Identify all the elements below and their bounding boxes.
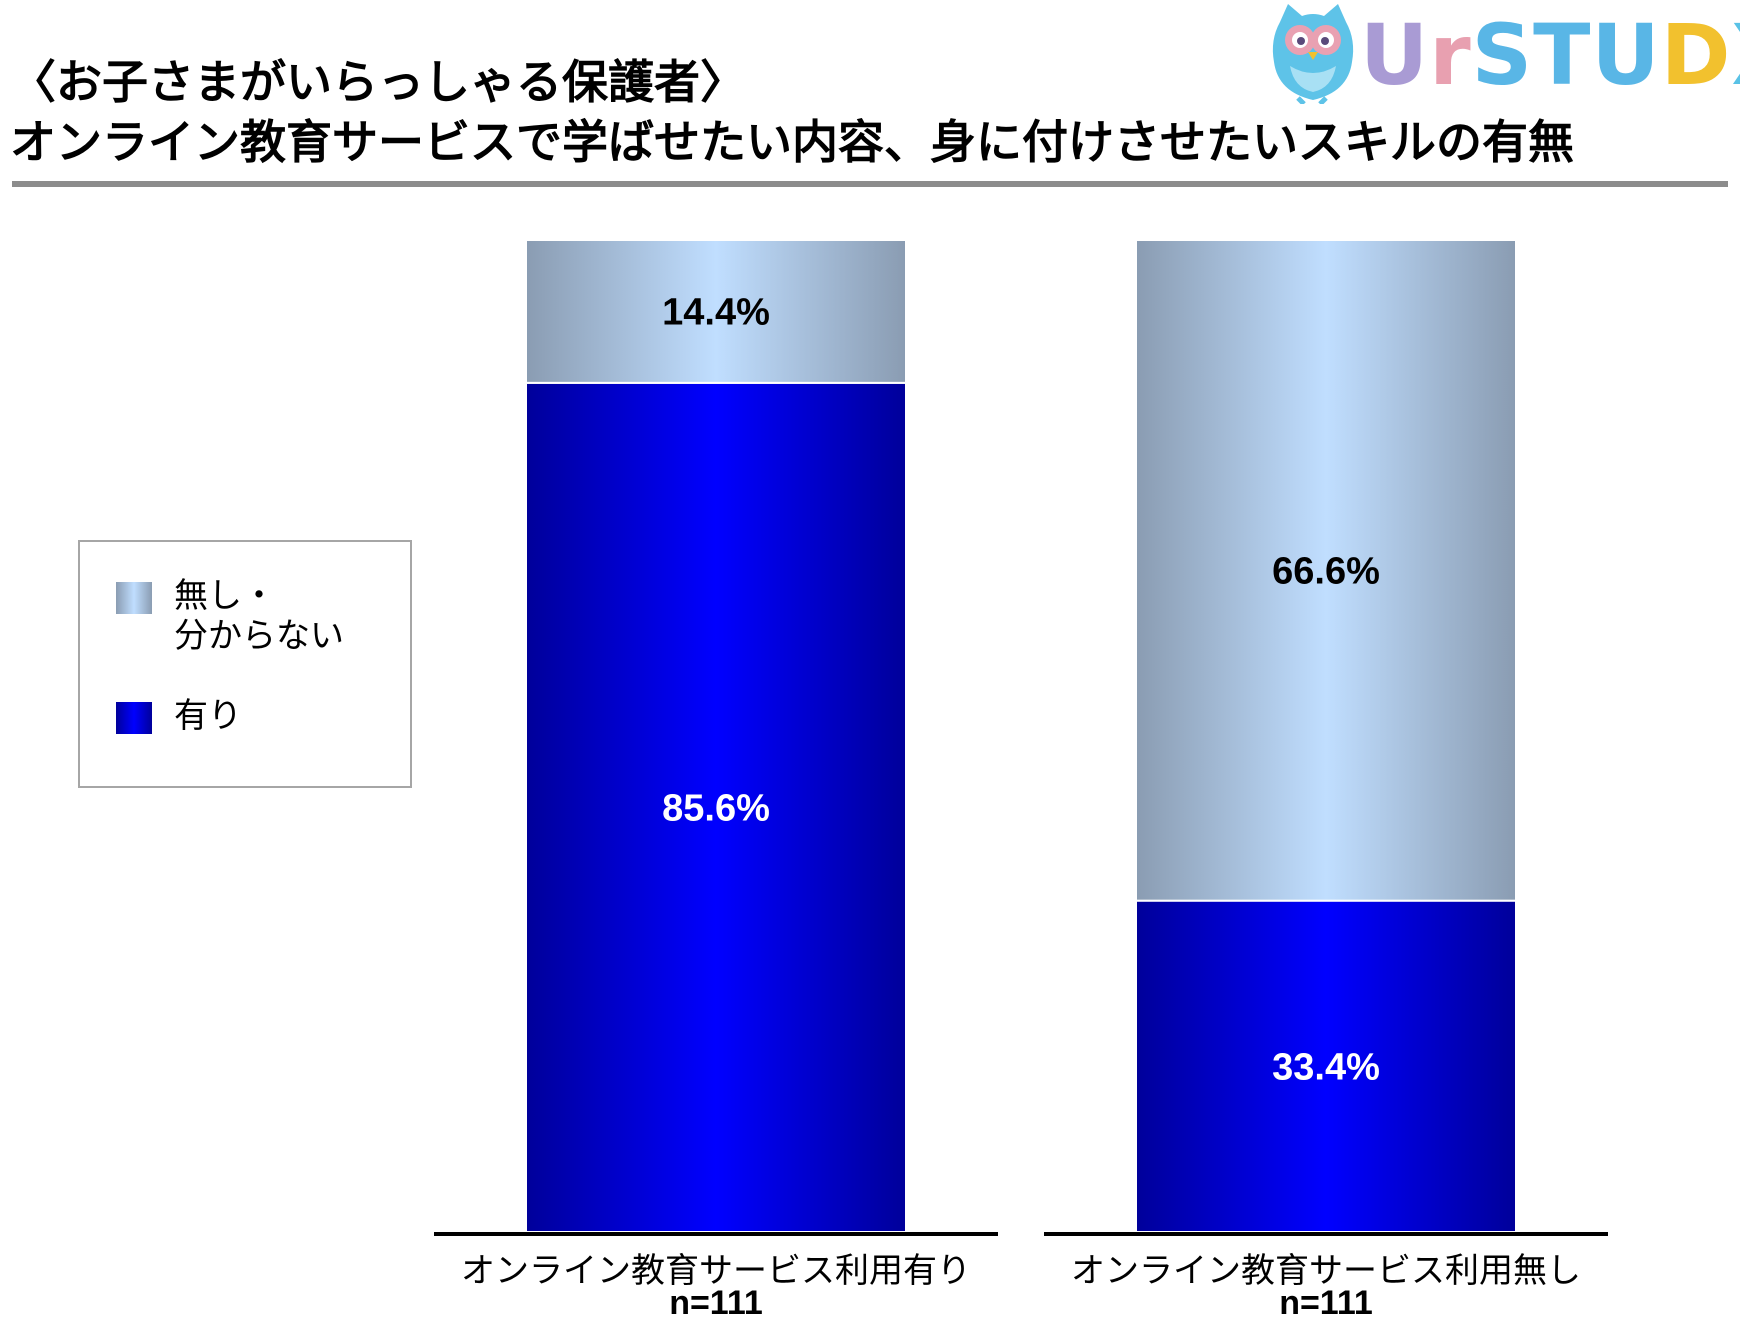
category-label-1: オンライン教育サービス利用有り xyxy=(461,1251,971,1291)
data-label-no-2: 66.6% xyxy=(1272,550,1380,592)
legend-item-no: 無し・ 分からない xyxy=(116,576,404,656)
legend-item-yes: 有り xyxy=(116,696,404,736)
data-label-no-1: 14.4% xyxy=(662,291,770,333)
urstudx-logo: UrSTUDX xyxy=(1262,0,1740,110)
bar-segment-no-2 xyxy=(1135,239,1517,902)
title-divider xyxy=(12,181,1728,187)
legend-swatch-no xyxy=(116,582,152,614)
title-line-1: 〈お子さまがいらっしゃる保護者〉 xyxy=(10,55,746,109)
sample-size-label-1: n=111 xyxy=(669,1284,763,1322)
owl-mascot-icon xyxy=(1272,4,1354,104)
legend-label-no: 無し・ 分からない xyxy=(174,576,344,656)
legend-label-yes: 有り xyxy=(174,696,242,736)
logo-letter: D xyxy=(1660,6,1732,104)
bar-segment-yes-2 xyxy=(1135,899,1517,1233)
logo-letter: r xyxy=(1429,6,1472,104)
logo-letter: T xyxy=(1533,6,1592,104)
data-label-yes-2: 33.4% xyxy=(1272,1046,1380,1088)
logo-letter: U xyxy=(1360,6,1430,104)
category-label-2: オンライン教育サービス利用無し xyxy=(1071,1251,1581,1291)
logo-letter: U xyxy=(1591,6,1661,104)
title-line-2: オンライン教育サービスで学ばせたい内容、身に付けさせたいスキルの有無 xyxy=(10,115,1574,169)
sample-size-label-2: n=111 xyxy=(1279,1284,1373,1322)
data-label-yes-1: 85.6% xyxy=(662,787,770,829)
logo-letter: X xyxy=(1731,6,1740,104)
bar-segment-no-1 xyxy=(525,239,907,384)
chart-title: 〈お子さまがいらっしゃる保護者〉 オンライン教育サービスで学ばせたい内容、身に付… xyxy=(10,52,1670,172)
legend-swatch-yes xyxy=(116,702,152,734)
logo-wordmark: UrSTUDX xyxy=(1360,6,1740,104)
logo-letter: S xyxy=(1471,6,1534,104)
chart-legend: 無し・ 分からない 有り xyxy=(78,540,412,788)
